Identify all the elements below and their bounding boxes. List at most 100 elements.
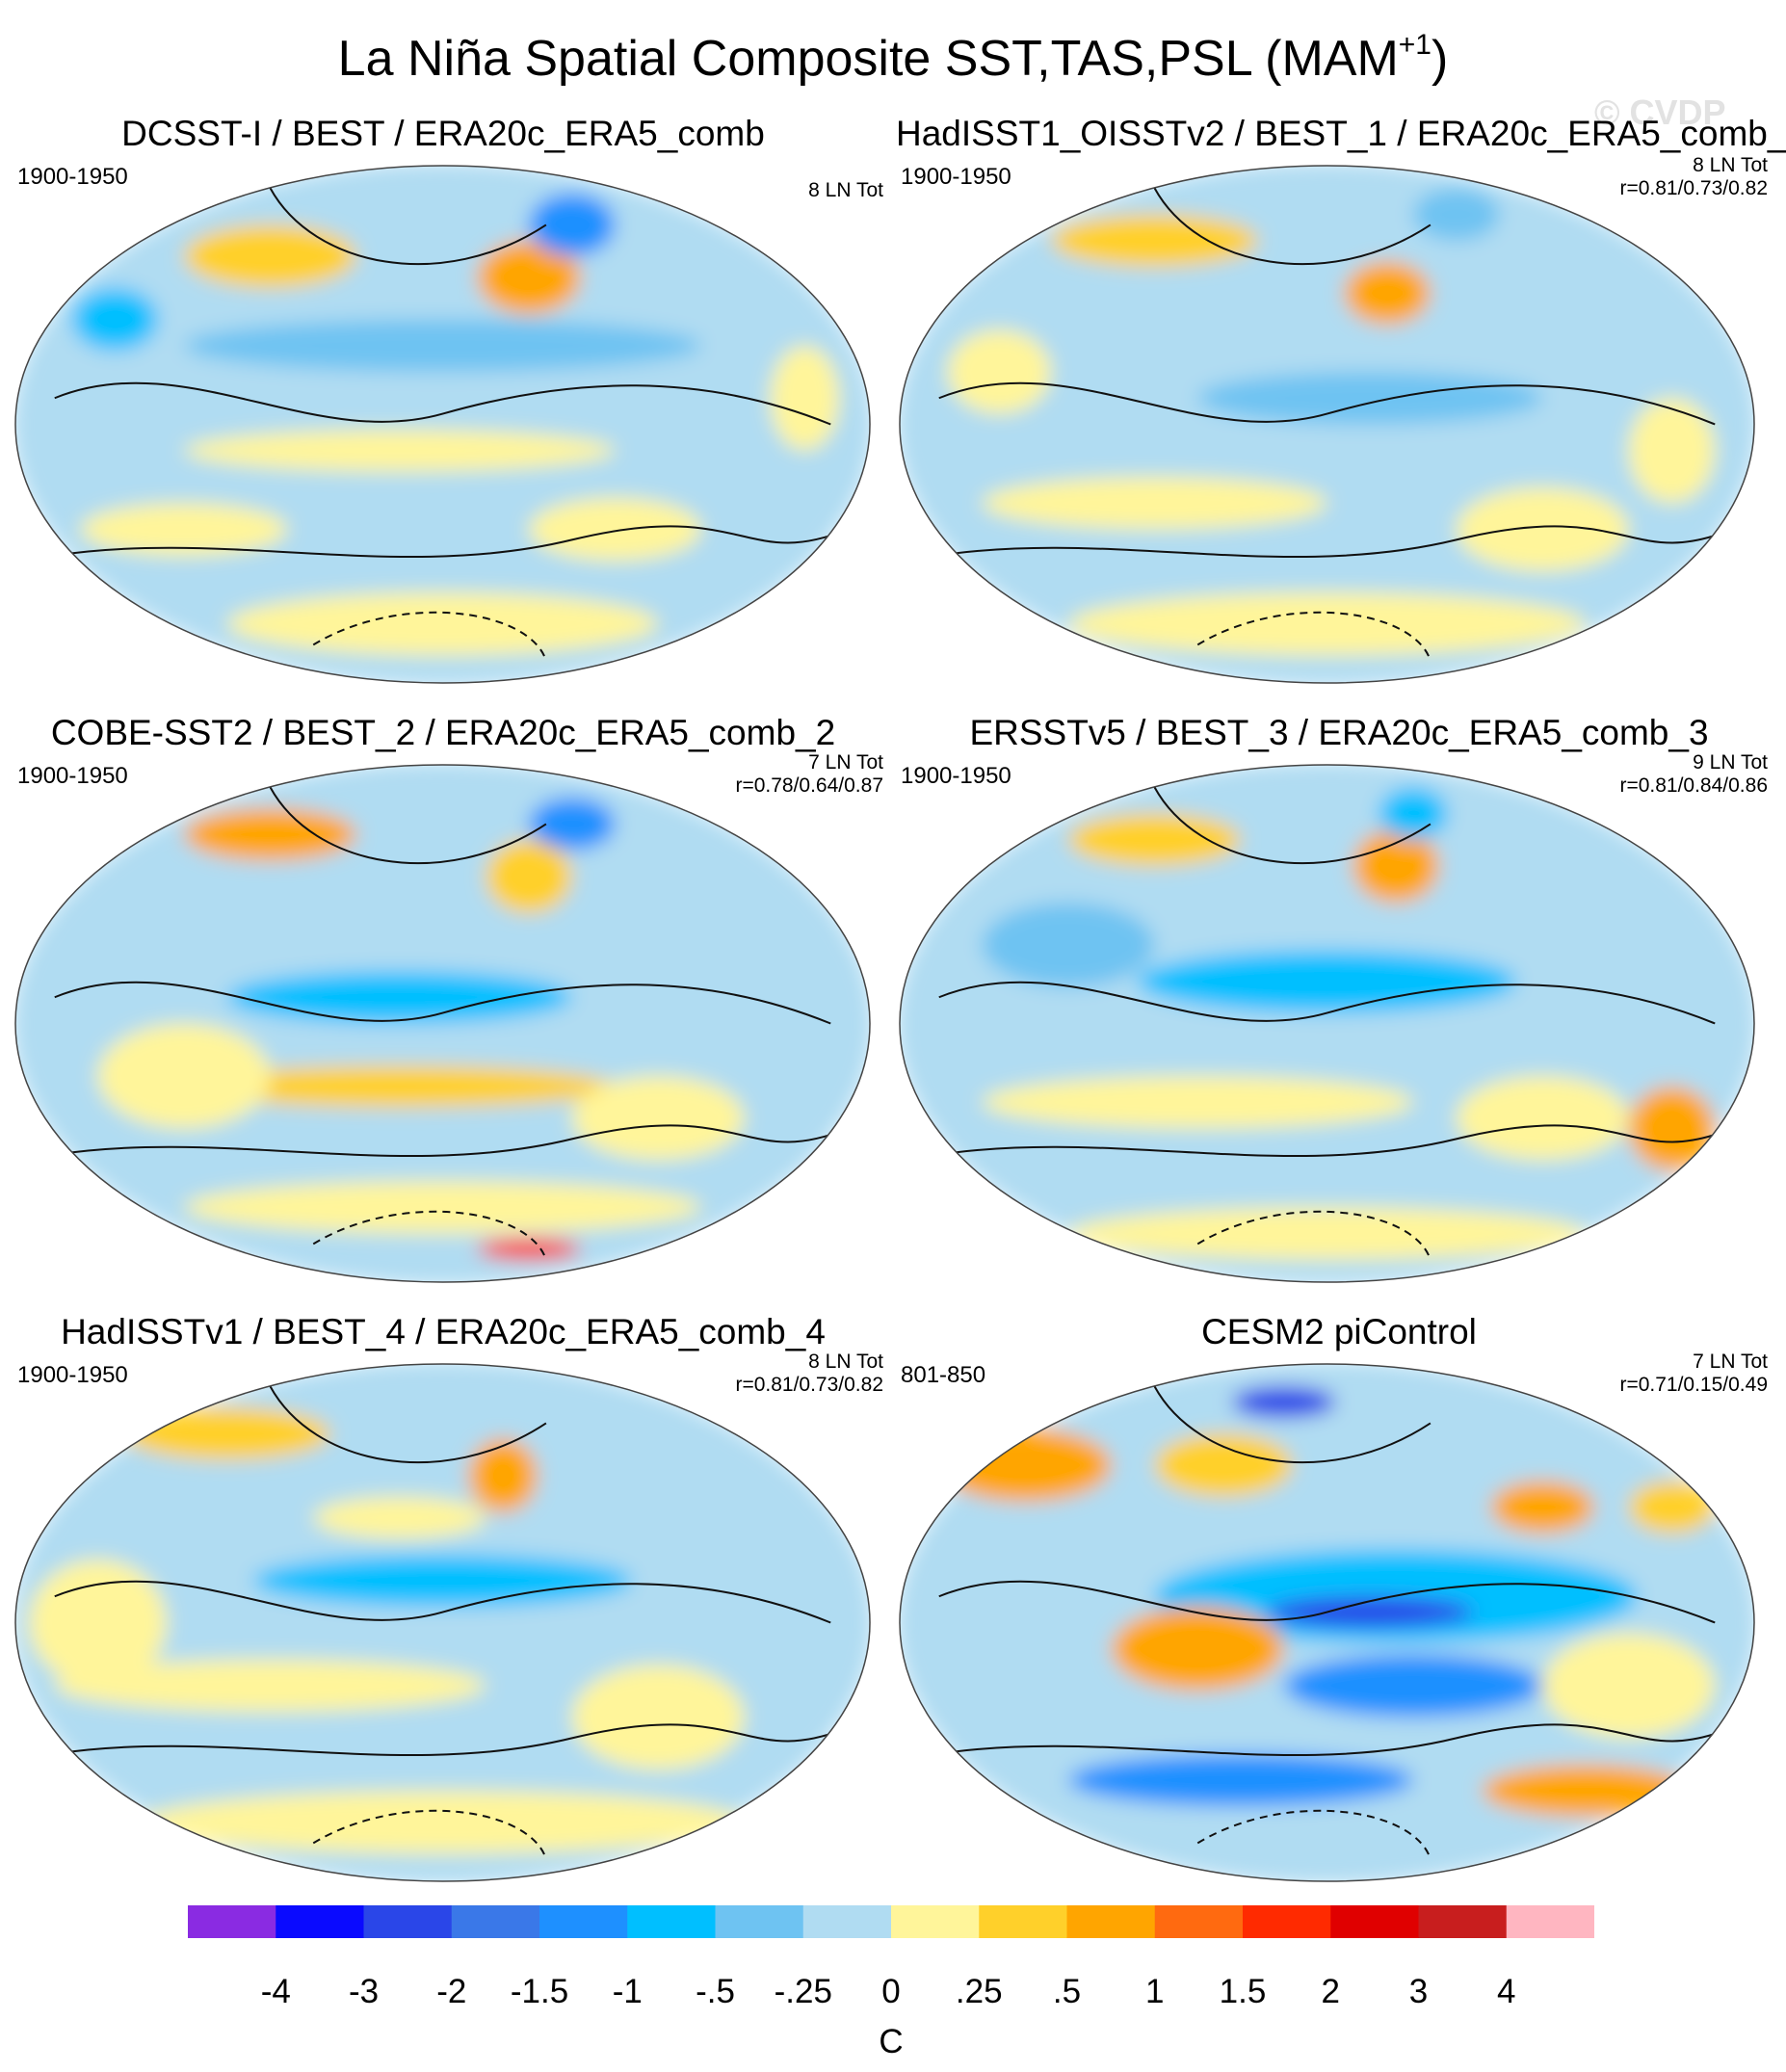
anomaly-region <box>1137 950 1517 1013</box>
colorbar-tick-label: -.25 <box>774 1973 832 2010</box>
panel-correlation: r=0.81/0.73/0.82 <box>735 1374 883 1396</box>
world-map <box>899 764 1755 1283</box>
anomaly-region <box>1068 591 1586 656</box>
anomaly-region <box>529 497 701 562</box>
psl-contour <box>938 1723 1733 1756</box>
panel-event-count: 8 LN Tot <box>808 179 883 201</box>
colorbar-tick-label: -1 <box>612 1973 643 2010</box>
panel-period: 1900-1950 <box>17 1362 128 1388</box>
anomaly-region <box>1232 1386 1336 1418</box>
colorbar-tick-label: -2 <box>436 1973 467 2010</box>
panel-title: HadISST1_OISSTv2 / BEST_1 / ERA20c_ERA5_… <box>896 114 1786 153</box>
colorbar-tick-label: 3 <box>1408 1973 1429 2010</box>
map-outline <box>14 165 871 684</box>
psl-contour <box>269 1385 547 1463</box>
cvdp-watermark: © CVDP <box>1594 92 1726 132</box>
anomaly-region <box>477 1238 581 1260</box>
anomaly-region <box>982 1076 1413 1129</box>
anomaly-region <box>313 1496 486 1539</box>
psl-contour <box>54 1580 831 1624</box>
map-outline <box>14 764 871 1283</box>
anomaly-region <box>1068 1753 1413 1807</box>
anomaly-region <box>1628 1481 1716 1534</box>
colorbar-swatch <box>1330 1905 1419 1938</box>
anomaly-region <box>947 329 1052 414</box>
world-map <box>899 1363 1755 1882</box>
anomaly-region <box>477 240 581 315</box>
psl-contour <box>938 1580 1716 1624</box>
anomaly-region <box>123 1407 331 1460</box>
psl-contour <box>269 187 547 265</box>
anomaly-region <box>226 971 572 1024</box>
psl-contour <box>1153 786 1431 864</box>
anomaly-region <box>571 1076 745 1161</box>
anomaly-region <box>184 319 701 372</box>
psl-contour <box>938 381 1716 426</box>
colorbar-swatch <box>1066 1905 1156 1938</box>
colorbar-tick-label: -1.5 <box>510 1973 569 2010</box>
anomaly-region <box>1456 1076 1629 1161</box>
psl-contour <box>54 1723 849 1756</box>
map-panel-cobe-sst2: COBE-SST2 / BEST_2 / ERA20c_ERA5_comb_2 … <box>0 713 883 1310</box>
colorbar-swatch <box>276 1905 364 1938</box>
anomaly-region <box>28 1560 168 1686</box>
colorbar-swatch <box>363 1905 453 1938</box>
colorbar-tick-label: 2 <box>1321 1973 1340 2010</box>
panel-correlation: r=0.81/0.73/0.82 <box>1619 177 1768 199</box>
panel-title: DCSST-I / BEST / ERA20c_ERA5_comb <box>121 114 765 153</box>
panel-title: COBE-SST2 / BEST_2 / ERA20c_ERA5_comb_2 <box>50 713 836 752</box>
anomaly-region <box>184 1181 701 1234</box>
colorbar-tick-label: .25 <box>955 1973 1003 2010</box>
map-outline <box>899 165 1755 684</box>
colorbar-tick-label: -.5 <box>696 1973 735 2010</box>
colorbar-swatch <box>979 1905 1067 1938</box>
panel-period: 1900-1950 <box>17 164 128 190</box>
anomaly-region <box>184 224 356 288</box>
map-outline <box>899 1363 1755 1882</box>
panel-event-count: 7 LN Tot <box>1693 1351 1768 1373</box>
anomaly-region <box>468 1438 538 1513</box>
colorbar-swatch <box>627 1905 716 1938</box>
anomaly-region <box>486 839 572 914</box>
anomaly-region <box>1353 828 1439 904</box>
colorbar-swatch <box>891 1905 980 1938</box>
colorbar-swatch <box>188 1905 276 1938</box>
anomaly-region <box>1283 1654 1543 1718</box>
psl-contour-negative <box>312 611 547 662</box>
psl-contour <box>54 525 849 558</box>
anomaly-region <box>982 903 1155 987</box>
colorbar-tick-label: 1.5 <box>1219 1973 1267 2010</box>
anomaly-region <box>1051 214 1258 267</box>
colorbar-tick-label: 0 <box>881 1973 901 2010</box>
psl-contour <box>938 1124 1733 1157</box>
panel-event-count: 8 LN Tot <box>1693 154 1768 176</box>
anomaly-region <box>1266 1596 1474 1628</box>
psl-contour-negative <box>1196 611 1431 662</box>
figure-title: La Niña Spatial Composite SST,TAS,PSL (M… <box>337 29 1449 87</box>
map-outline <box>14 1363 871 1882</box>
map-panel-dcsst: DCSST-I / BEST / ERA20c_ERA5_comb 1900-1… <box>0 114 883 711</box>
psl-contour-negative <box>312 1210 547 1261</box>
psl-contour <box>1153 187 1431 265</box>
colorbar-tick-label: -3 <box>348 1973 380 2010</box>
psl-contour <box>938 525 1733 558</box>
panel-title: HadISSTv1 / BEST_4 / ERA20c_ERA5_comb_4 <box>61 1312 826 1351</box>
colorbar <box>188 1905 1594 1938</box>
colorbar-swatch <box>802 1905 892 1938</box>
anomaly-region <box>141 1790 745 1854</box>
panel-title: CESM2 piControl <box>1201 1312 1477 1351</box>
colorbar-swatch <box>1154 1905 1244 1938</box>
colorbar-units: C <box>879 2023 904 2060</box>
panel-correlation: r=0.71/0.15/0.49 <box>1619 1374 1768 1396</box>
anomaly-region <box>1068 813 1241 866</box>
panel-correlation: r=0.81/0.84/0.86 <box>1619 774 1768 797</box>
anomaly-region <box>54 1659 486 1713</box>
psl-contour <box>54 381 831 426</box>
anomaly-region <box>184 808 356 861</box>
colorbar-tick-label: -4 <box>260 1973 291 2010</box>
anomaly-region <box>1628 398 1716 504</box>
panel-period: 1900-1950 <box>901 164 1011 190</box>
anomaly-region <box>1111 1607 1284 1692</box>
anomaly-region <box>184 1065 616 1108</box>
colorbar-swatch <box>1506 1905 1594 1938</box>
